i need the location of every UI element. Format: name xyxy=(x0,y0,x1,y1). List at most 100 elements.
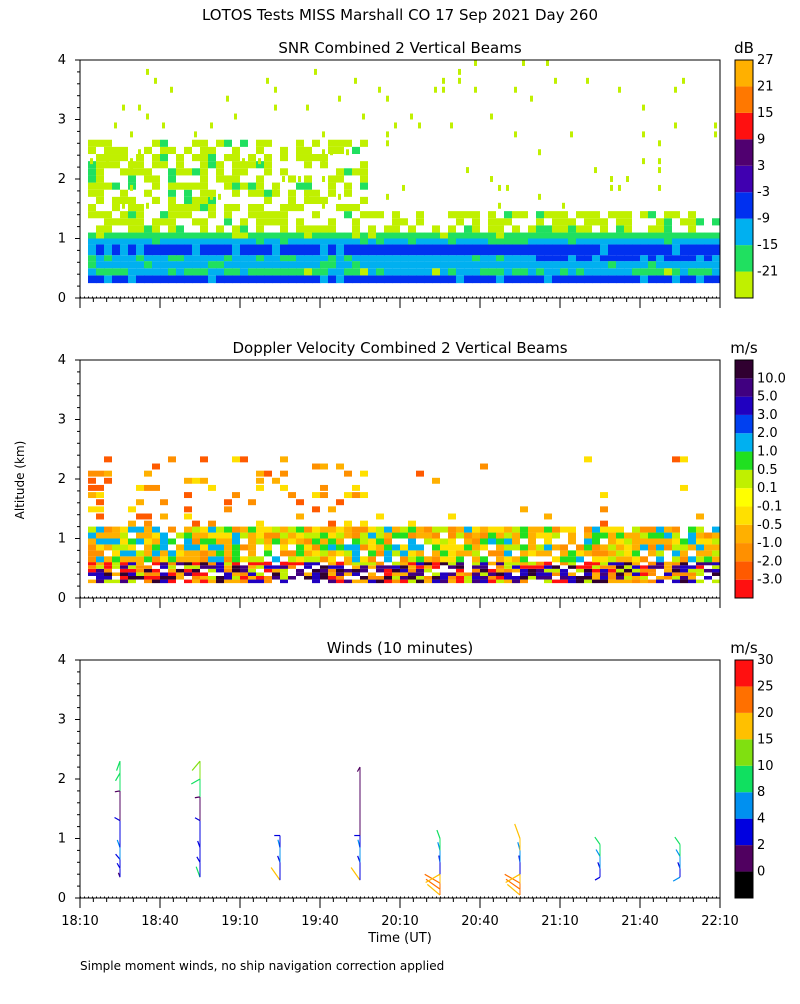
doppler-cell xyxy=(136,513,144,520)
doppler-cell xyxy=(320,463,328,470)
y-tick-label: 4 xyxy=(58,353,66,368)
doppler-cell xyxy=(520,526,528,533)
doppler-cell xyxy=(440,568,448,573)
colorbar-label: -9 xyxy=(757,212,770,227)
snr-cell xyxy=(234,113,237,120)
snr-cell xyxy=(320,255,329,262)
doppler-cell xyxy=(648,544,656,551)
doppler-cell xyxy=(264,544,272,551)
snr-cell xyxy=(288,261,297,269)
snr-cell xyxy=(560,255,569,262)
snr-cell xyxy=(280,218,288,226)
doppler-cell xyxy=(632,561,640,566)
doppler-cell xyxy=(152,568,160,573)
snr-cell xyxy=(400,232,409,239)
doppler-cell xyxy=(272,538,280,545)
snr-cell xyxy=(264,196,272,204)
doppler-cell xyxy=(312,492,320,499)
doppler-cell xyxy=(488,565,496,569)
doppler-cell xyxy=(320,565,328,569)
snr-cell xyxy=(232,232,241,239)
doppler-cell xyxy=(272,572,280,576)
doppler-cell xyxy=(640,575,648,580)
doppler-cell xyxy=(176,532,184,539)
doppler-cell xyxy=(648,565,656,569)
snr-cell xyxy=(616,211,624,219)
snr-cell xyxy=(584,255,593,262)
snr-cell xyxy=(192,275,201,284)
colorbar-swatch xyxy=(735,871,753,898)
snr-cell xyxy=(696,238,705,245)
snr-cell xyxy=(712,268,721,276)
snr-cell xyxy=(192,268,201,276)
snr-cell xyxy=(128,268,137,276)
snr-cell xyxy=(154,140,157,147)
doppler-cell xyxy=(664,561,672,566)
doppler-cell xyxy=(480,575,488,580)
doppler-cell xyxy=(432,572,440,576)
snr-cell xyxy=(544,244,553,256)
snr-cell xyxy=(376,268,385,276)
doppler-cell xyxy=(688,572,696,576)
snr-cell xyxy=(322,158,325,165)
snr-cell xyxy=(224,154,232,162)
snr-cell xyxy=(336,238,345,245)
doppler-cell xyxy=(512,556,520,563)
doppler-cell xyxy=(472,572,480,576)
doppler-cell xyxy=(696,565,704,569)
doppler-cell xyxy=(248,572,256,576)
doppler-cell xyxy=(688,532,696,539)
snr-cell xyxy=(712,261,721,269)
doppler-cell xyxy=(120,538,128,545)
snr-cell xyxy=(416,275,425,284)
snr-cell xyxy=(456,244,465,256)
snr-cell xyxy=(504,218,512,226)
snr-cell xyxy=(704,268,713,276)
doppler-cell xyxy=(88,579,96,584)
doppler-cell xyxy=(224,538,232,545)
doppler-cell xyxy=(664,538,672,545)
snr-cell xyxy=(224,261,233,269)
colorbar-swatch xyxy=(735,360,753,379)
wind-barbs xyxy=(114,760,681,896)
doppler-cell xyxy=(576,561,584,566)
snr-cell xyxy=(440,268,449,276)
snr-cell xyxy=(144,238,153,245)
doppler-cell xyxy=(264,579,272,584)
doppler-cell xyxy=(592,575,600,580)
doppler-cell xyxy=(248,568,256,573)
snr-cell xyxy=(360,211,368,219)
snr-cell xyxy=(96,154,104,162)
doppler-cell xyxy=(256,579,264,584)
doppler-cell xyxy=(408,544,416,551)
doppler-cell xyxy=(512,532,520,539)
doppler-cell xyxy=(584,568,592,573)
doppler-cell xyxy=(112,575,120,580)
doppler-cell xyxy=(656,561,664,566)
doppler-cell xyxy=(624,544,632,551)
doppler-cell xyxy=(328,568,336,573)
doppler-cell xyxy=(656,565,664,569)
snr-cell xyxy=(306,104,309,111)
doppler-cell xyxy=(152,572,160,576)
snr-cell xyxy=(520,238,529,245)
snr-cell xyxy=(528,238,537,245)
snr-cell xyxy=(176,261,185,269)
snr-cell xyxy=(232,154,240,162)
snr-cell xyxy=(352,146,360,155)
doppler-cell xyxy=(104,470,112,477)
snr-cell xyxy=(320,196,328,204)
snr-cell xyxy=(208,261,217,269)
snr-cell xyxy=(538,193,541,200)
doppler-cell xyxy=(632,565,640,569)
doppler-cell xyxy=(240,532,248,539)
doppler-cell xyxy=(384,579,392,584)
doppler-cell xyxy=(104,532,112,539)
doppler-cell xyxy=(704,532,712,539)
snr-cell xyxy=(664,232,673,239)
colorbar-swatch xyxy=(735,451,753,470)
doppler-cell xyxy=(416,568,424,573)
doppler-cell xyxy=(520,572,528,576)
plot-frame xyxy=(79,659,721,899)
snr-cell xyxy=(456,218,464,226)
